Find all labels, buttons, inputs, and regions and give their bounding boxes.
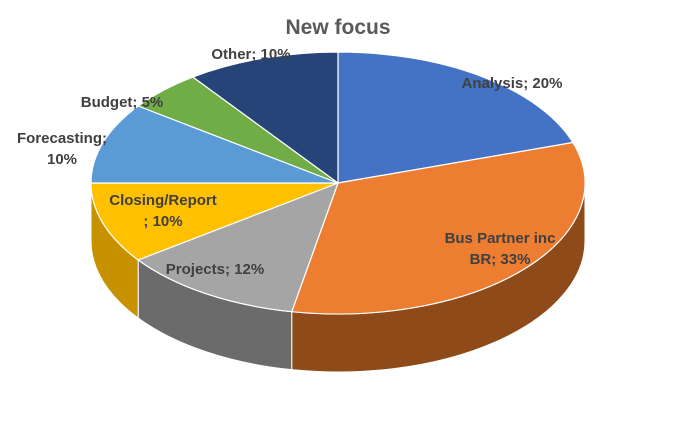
pie-slice-bus-partner-inc-br <box>291 141 586 315</box>
chart-title: New focus <box>285 16 390 39</box>
data-label-budget: Budget; 5% <box>81 94 164 111</box>
pie-labels: Analysis; 20% Bus Partner inc BR; 33% Proje… <box>17 46 562 278</box>
pie-slice-other <box>192 51 339 184</box>
data-label-analysis: Analysis; 20% <box>462 75 563 92</box>
data-label-forecasting: Forecasting; 10% <box>17 130 107 168</box>
data-label-projects: Projects; 12% <box>166 261 264 278</box>
pie-sides <box>90 182 586 373</box>
data-label-closing-report: Closing/Report; 10% <box>109 192 217 230</box>
data-label-bus-partner-inc-br: Bus Partner inc BR; 33% <box>445 230 556 268</box>
pie-slice-forecasting <box>90 105 339 184</box>
data-label-other: Other; 10% <box>211 46 290 63</box>
pie-tops <box>90 51 586 315</box>
pie-slice-closing-report <box>90 182 339 261</box>
pie-slice-projects <box>137 182 339 313</box>
pie-slice-analysis <box>337 51 574 184</box>
